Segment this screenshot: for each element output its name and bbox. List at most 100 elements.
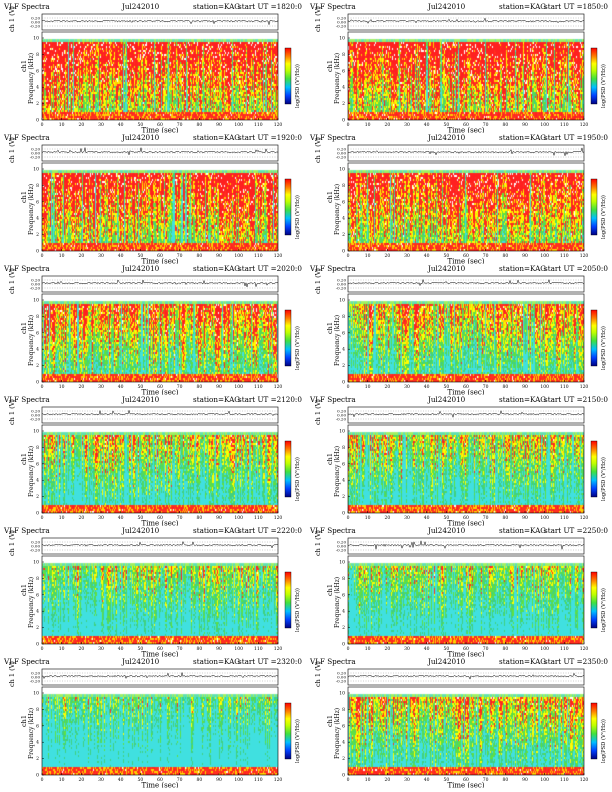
colorbar [590,47,598,105]
time-tick-label: 20 [78,384,84,390]
freq-tick-label: 10 [33,167,39,173]
freq-ylabel: Frequency (kHz) [28,53,35,104]
panel-title: VLF Spectra Jul242010 station=KAG start UT … [2,2,302,12]
time-tick-label: 60 [463,122,469,128]
time-tick-label: 80 [502,777,508,783]
panel-title: VLF Spectra Jul242010 station=KAG start UT … [308,133,608,143]
freq-tick-label: 10 [339,298,345,304]
freq-tick-label: 2 [36,363,39,369]
time-tick-label: 70 [483,384,489,390]
time-xlabel: Time (sec) [447,389,484,396]
freq-tick-label: 8 [36,52,39,58]
time-tick-label: 0 [41,253,44,259]
spectrogram-plot [348,294,584,382]
trace-tick-label: 0.00 [337,151,346,156]
spectrogram-plot [42,556,278,644]
freq-tick-label: 8 [342,445,345,451]
time-tick-label: 10 [365,777,371,783]
spectrogram-panel: VLF Spectra Jul242010 station=KAG start UT … [2,133,302,264]
title-label: VLF Spectra [310,264,356,273]
time-tick-label: 70 [483,515,489,521]
time-tick-label: 70 [177,384,183,390]
time-tick-label: 30 [404,646,410,652]
colorbar-label: log(PSD (V²/Hz)) [600,719,607,763]
time-tick-label: 30 [98,122,104,128]
spectrogram-heatmap [42,32,278,120]
freq-tick-label: 2 [342,756,345,762]
title-date: Jul242010 [122,2,160,11]
spectrogram-plot [42,425,278,513]
trace-waveform [347,672,585,680]
freq-tick-label: 8 [36,314,39,320]
freq-tick-label: 4 [36,347,39,353]
freq-tick-label: 2 [36,625,39,631]
freq-tick-label: 2 [342,625,345,631]
colorbar [284,702,292,760]
spectrogram-panel: VLF Spectra Jul242010 station=KAG start UT … [2,395,302,526]
title-label: VLF Spectra [310,526,356,535]
time-tick-label: 90 [522,122,528,128]
spectrogram-panel: VLF Spectra Jul242010 station=KAG start UT … [2,2,302,133]
panel-title: VLF Spectra Jul242010 station=KAG start UT … [2,657,302,667]
time-tick-label: 60 [157,515,163,521]
freq-tick-label: 4 [342,478,345,484]
colorbar-label: log(PSD (V²/Hz)) [600,326,607,370]
time-tick-label: 40 [118,515,124,521]
trace-waveform [41,540,279,549]
time-tick-label: 60 [463,646,469,652]
time-tick-label: 110 [254,384,263,390]
time-tick-label: 90 [522,253,528,259]
colorbar [590,309,598,367]
time-tick-label: 0 [347,646,350,652]
time-tick-label: 10 [365,515,371,521]
freq-ylabel: Frequency (kHz) [28,577,35,628]
time-tick-label: 0 [347,253,350,259]
title-label: VLF Spectra [4,264,50,273]
trace-waveform [41,19,279,25]
spectrogram-panel: VLF Spectra Jul242010 station=KAG start UT … [308,2,608,133]
spectrogram-heatmap [348,687,584,775]
trace-waveform [41,672,279,680]
time-tick-label: 30 [98,515,104,521]
freq-tick-label: 0 [36,380,39,386]
time-tick-label: 70 [483,253,489,259]
channel-label: ch1 [20,60,28,72]
trace-tick-label: -0.20 [30,679,41,684]
trace-tick-label: 0.20 [337,16,346,21]
time-tick-label: 60 [463,777,469,783]
time-tick-label: 100 [234,646,243,652]
time-tick-label: 110 [254,122,263,128]
freq-ylabel: Frequency (kHz) [334,708,341,759]
time-xlabel: Time (sec) [447,651,484,658]
spectrogram-heatmap [42,163,278,251]
time-tick-label: 110 [254,777,263,783]
time-tick-label: 60 [157,384,163,390]
time-tick-label: 50 [137,253,143,259]
time-tick-label: 50 [137,646,143,652]
trace-ylabel: ch 1 (V) [8,137,16,163]
title-date: Jul242010 [428,264,466,273]
freq-tick-label: 0 [342,773,345,779]
time-tick-label: 0 [347,122,350,128]
time-tick-label: 20 [384,253,390,259]
panel-title: VLF Spectra Jul242010 station=KAG start UT … [2,526,302,536]
trace-ylabel: ch 1 (V) [314,399,322,425]
title-start-time: start UT =2020:0 [238,264,302,273]
time-tick-label: 20 [384,777,390,783]
trace-tick-label: 0.20 [31,540,40,545]
freq-tick-label: 10 [33,560,39,566]
time-tick-label: 110 [254,646,263,652]
time-tick-label: 0 [41,384,44,390]
trace-tick-label: -0.20 [336,24,347,29]
title-station: station=KAG [499,264,547,273]
colorbar [284,571,292,629]
time-tick-label: 70 [177,515,183,521]
title-date: Jul242010 [122,133,160,142]
trace-tick-label: -0.20 [336,548,347,553]
time-tick-label: 90 [216,384,222,390]
title-station: station=KAG [193,657,241,666]
time-tick-label: 40 [424,515,430,521]
time-tick-label: 100 [540,777,549,783]
trace-tick-label: 0.00 [31,675,40,680]
